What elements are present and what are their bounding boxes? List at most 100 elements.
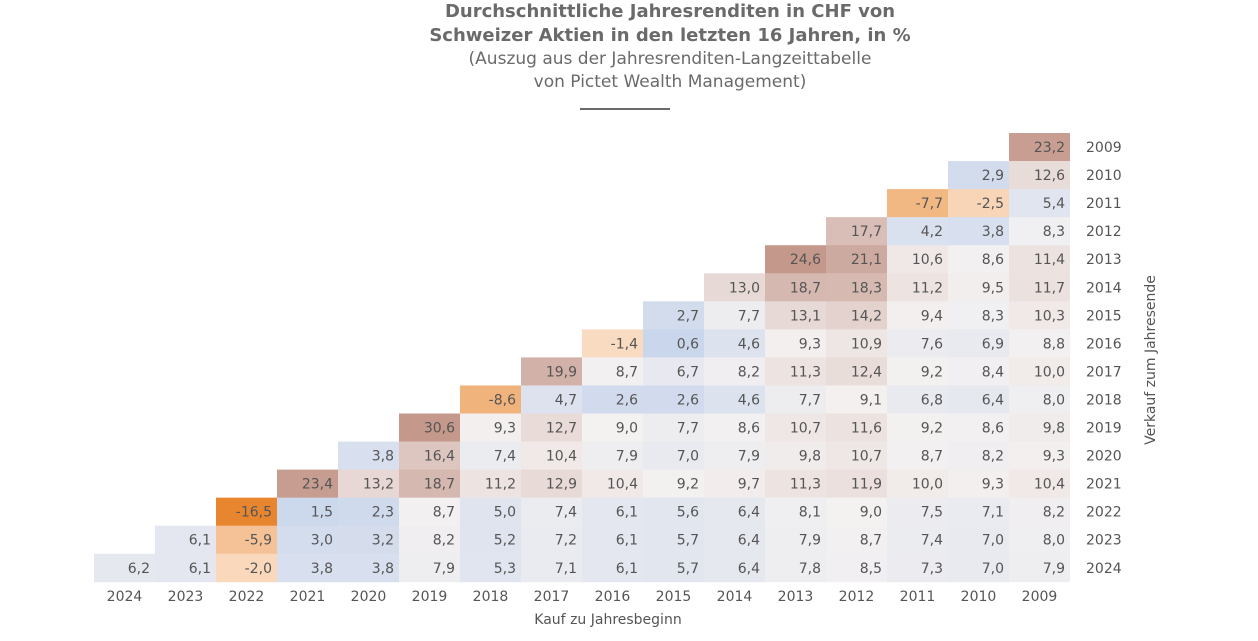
x-tick-label: 2023 — [168, 589, 204, 605]
heatmap-cell — [765, 525, 826, 555]
heatmap-cell — [1009, 329, 1070, 358]
heatmap-cell — [887, 441, 948, 470]
y-tick-label: 2014 — [1086, 280, 1122, 296]
y-tick-label: 2012 — [1086, 224, 1122, 240]
cell-value-label: 6,4 — [982, 392, 1004, 408]
cell-value-label: 6,1 — [189, 561, 211, 577]
heatmap-cells: 6,2 6,1 6,1 -16,5 -5,9 -2,0 23,4 1,5 3,0 3,8 3,8 13… — [94, 133, 1070, 583]
cell-value-label: 10,4 — [546, 449, 577, 465]
heatmap-cell — [216, 525, 277, 555]
heatmap-cell — [277, 525, 338, 555]
heatmap-cell — [1009, 413, 1070, 442]
heatmap-cell — [521, 385, 582, 414]
y-tick-label: 2016 — [1086, 336, 1122, 352]
cell-value-label: 7,4 — [494, 449, 516, 465]
y-tick-label: 2009 — [1086, 140, 1122, 156]
cell-value-label: 7,0 — [677, 449, 699, 465]
cell-value-label: 8,7 — [433, 505, 455, 521]
cell-value-label: 8,6 — [982, 421, 1004, 437]
heatmap-cell — [948, 273, 1009, 302]
heatmap-cell — [582, 357, 643, 386]
x-tick-label: 2016 — [595, 589, 631, 605]
heatmap-cell — [1009, 553, 1070, 583]
cell-value-label: 2,6 — [677, 392, 699, 408]
heatmap-cell — [338, 469, 399, 499]
cell-value-label: 9,8 — [1043, 421, 1065, 437]
cell-value-label: 7,7 — [738, 308, 760, 324]
cell-value-label: 4,2 — [921, 224, 943, 240]
heatmap-cell — [704, 357, 765, 386]
y-tick-label: 2013 — [1086, 252, 1122, 268]
x-tick-label: 2011 — [900, 589, 936, 605]
heatmap-cell — [582, 469, 643, 499]
heatmap-cell — [704, 273, 765, 302]
cell-value-label: 9,2 — [677, 477, 699, 493]
heatmap-cell — [582, 413, 643, 442]
cell-value-label: 4,6 — [738, 336, 760, 352]
heatmap-cell — [887, 217, 948, 246]
cell-value-label: 8,3 — [1043, 224, 1065, 240]
heatmap-cell — [399, 497, 460, 527]
cell-value-label: 5,7 — [677, 533, 699, 549]
cell-value-label: 2,6 — [616, 392, 638, 408]
heatmap-cell — [887, 385, 948, 414]
cell-value-label: 5,4 — [1043, 196, 1065, 212]
heatmap-cell — [643, 441, 704, 470]
heatmap-cell — [1009, 497, 1070, 527]
heatmap-cell — [948, 553, 1009, 583]
heatmap-cell — [460, 497, 521, 527]
heatmap-cell — [1009, 441, 1070, 470]
cell-value-label: 6,4 — [738, 561, 760, 577]
x-axis-ticks: 2024 2023 2022 2021 2020 2019 2018 2017 2016 2015… — [107, 589, 1058, 605]
heatmap-cell — [826, 301, 887, 330]
heatmap-cell — [338, 441, 399, 470]
heatmap-cell — [460, 469, 521, 499]
x-tick-label: 2020 — [351, 589, 387, 605]
cell-value-label: 9,0 — [616, 421, 638, 437]
cell-value-label: 19,9 — [546, 364, 577, 380]
heatmap-cell — [887, 329, 948, 358]
cell-value-label: 10,4 — [1034, 477, 1065, 493]
cell-value-label: 14,2 — [851, 308, 882, 324]
heatmap-cell — [704, 413, 765, 442]
cell-value-label: 5,0 — [494, 505, 516, 521]
heatmap-cell — [765, 329, 826, 358]
heatmap-cell — [826, 217, 887, 246]
heatmap-cell — [94, 553, 155, 583]
cell-value-label: 11,3 — [790, 364, 821, 380]
cell-value-label: 6,1 — [189, 533, 211, 549]
heatmap-cell — [948, 329, 1009, 358]
cell-value-label: 6,9 — [982, 336, 1004, 352]
heatmap-cell — [582, 525, 643, 555]
y-axis-ticks: 2009 2010 2011 2012 2013 2014 2015 2016 2017 2018… — [1086, 140, 1122, 577]
heatmap-cell — [1009, 525, 1070, 555]
cell-value-label: 13,1 — [790, 308, 821, 324]
heatmap-cell — [948, 217, 1009, 246]
cell-value-label: 11,2 — [485, 477, 516, 493]
heatmap-cell — [948, 357, 1009, 386]
heatmap-cell — [765, 357, 826, 386]
cell-value-label: 10,9 — [851, 336, 882, 352]
heatmap-cell — [948, 245, 1009, 274]
cell-value-label: 1,5 — [311, 505, 333, 521]
heatmap-cell — [521, 469, 582, 499]
cell-value-label: 8,0 — [1043, 392, 1065, 408]
heatmap-cell — [826, 329, 887, 358]
cell-value-label: 5,6 — [677, 505, 699, 521]
cell-value-label: 5,7 — [677, 561, 699, 577]
x-tick-label: 2013 — [778, 589, 814, 605]
cell-value-label: 9,3 — [799, 336, 821, 352]
heatmap-cell — [826, 441, 887, 470]
cell-value-label: 10,7 — [790, 421, 821, 437]
heatmap-cell — [887, 273, 948, 302]
cell-value-label: 21,1 — [851, 252, 882, 268]
y-tick-label: 2010 — [1086, 168, 1122, 184]
cell-value-label: 8,2 — [738, 364, 760, 380]
heatmap-cell — [765, 245, 826, 274]
heatmap-cell — [1009, 385, 1070, 414]
cell-value-label: 8,7 — [616, 364, 638, 380]
x-tick-label: 2012 — [839, 589, 875, 605]
heatmap-cell — [399, 469, 460, 499]
cell-value-label: 12,7 — [546, 421, 577, 437]
cell-value-label: 7,2 — [555, 533, 577, 549]
